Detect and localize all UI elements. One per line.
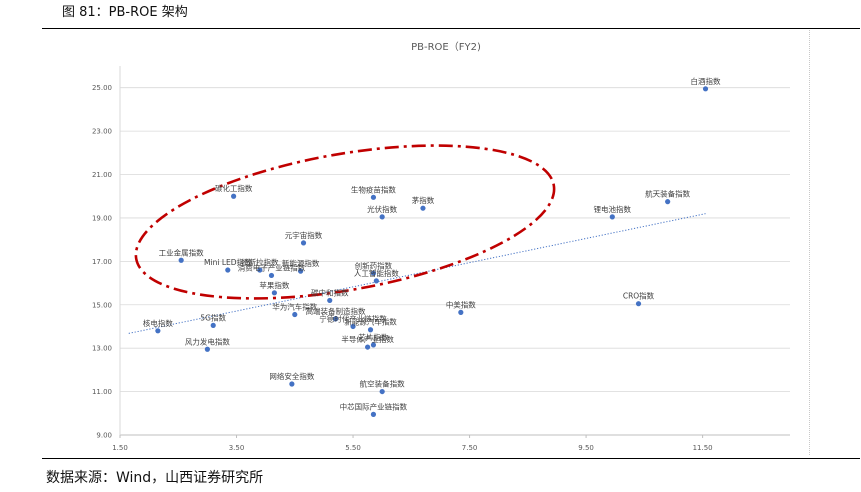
y-axis-ticks: 9.00 11.00 13.00 15.00 17.00 19.00 21.00 23.00 2… (92, 84, 112, 439)
point-label: 高端装备制造指数 (306, 306, 366, 316)
data-point (300, 240, 307, 246)
point-label: 新能源指数 (282, 258, 320, 268)
gridlines (119, 66, 790, 436)
point-label: 白酒指数 (691, 76, 721, 86)
data-point (292, 311, 298, 318)
point-label: 锂电池指数 (594, 204, 632, 214)
data-point (458, 309, 464, 315)
data-point (665, 199, 671, 205)
point-label: 茅指数 (412, 195, 435, 205)
point-label: 5G指数 (200, 312, 226, 322)
x-tick-label: 1.50 (112, 444, 128, 452)
chart-title: PB-ROE（FY2) (411, 41, 481, 53)
y-tick-label: 17.00 (92, 258, 112, 266)
point-label: 中芯国际产业链指数 (340, 401, 408, 411)
point-label: 中美指数 (446, 299, 476, 309)
y-tick-label: 15.00 (92, 301, 112, 309)
point-label: Mini LED指数 (204, 257, 252, 267)
figure-caption: 图 81：PB-ROE 架构 (62, 5, 188, 20)
data-point (370, 411, 377, 417)
data-point (370, 342, 377, 348)
data-point (257, 267, 263, 273)
x-tick-label: 5.50 (345, 444, 361, 452)
y-tick-label: 25.00 (92, 84, 112, 92)
point-label: 苹果指数 (259, 280, 289, 290)
point-label: 风力发电指数 (185, 336, 230, 346)
y-tick-label: 21.00 (92, 171, 112, 179)
data-point (327, 297, 333, 304)
x-tick-label: 7.50 (462, 444, 478, 452)
x-axis-ticks: 1.50 3.50 5.50 7.50 9.50 11.50 (112, 435, 713, 452)
data-point (332, 316, 339, 322)
data-point (365, 344, 371, 350)
point-label: CRO指数 (623, 291, 655, 301)
y-tick-label: 9.00 (96, 432, 112, 440)
x-tick-label: 11.50 (693, 444, 713, 452)
data-point (268, 272, 275, 279)
trendline (128, 213, 706, 334)
data-point (178, 257, 184, 263)
point-label: 元宇宙指数 (285, 230, 323, 240)
data-point (350, 323, 356, 330)
x-tick-label: 9.50 (578, 444, 594, 452)
data-point (420, 205, 426, 211)
point-label: 半导体产业指数 (341, 334, 394, 344)
point-label: 碳化工指数 (215, 183, 253, 193)
data-point (609, 214, 615, 220)
data-point (379, 388, 385, 395)
data-point (298, 268, 304, 274)
data-point (155, 328, 161, 334)
data-point (231, 193, 237, 199)
point-label: 华为汽车指数 (272, 302, 317, 312)
point-label: 芯片指数 (358, 332, 388, 342)
point-label: 特斯拉指数 (241, 257, 279, 267)
point-label: 工业金属指数 (159, 247, 204, 257)
point-label: 人工智能指数 (354, 268, 399, 278)
y-tick-label: 19.00 (92, 214, 112, 222)
data-point (204, 346, 210, 352)
chart-border (809, 30, 810, 455)
point-label: 航天装备指数 (645, 189, 690, 199)
highlight-ellipse (134, 144, 556, 300)
point-label: 航空装备指数 (360, 379, 405, 389)
top-rule (42, 28, 860, 29)
data-point (379, 214, 385, 220)
data-point (702, 86, 709, 92)
data-point (367, 327, 374, 333)
point-label: 消费电子产业链指数 (238, 262, 306, 272)
data-point (225, 267, 231, 273)
data-point (370, 194, 377, 200)
y-tick-label: 23.00 (92, 128, 112, 136)
data-point (635, 301, 642, 307)
point-label: 宁德时代产业链指数 (319, 313, 387, 323)
y-tick-label: 13.00 (92, 345, 112, 353)
x-tick-label: 3.50 (229, 444, 245, 452)
point-label: 生物疫苗指数 (351, 184, 396, 194)
data-point (271, 290, 277, 296)
point-label: 创新药指数 (355, 260, 393, 270)
point-label: 网络安全指数 (269, 371, 314, 381)
point-label: 碳中和指数 (311, 287, 349, 297)
data-point (210, 322, 216, 328)
data-point (373, 278, 379, 284)
data-point (289, 381, 295, 387)
point-label: 新能源汽车指数 (344, 317, 397, 327)
data-point (370, 270, 377, 276)
source-note: 数据来源：Wind，山西证券研究所 (46, 470, 264, 486)
y-tick-label: 11.00 (92, 388, 112, 396)
point-label: 光伏指数 (367, 204, 397, 214)
plot-area (120, 66, 790, 435)
bottom-rule (42, 458, 860, 459)
point-label: 核电指数 (143, 318, 173, 328)
